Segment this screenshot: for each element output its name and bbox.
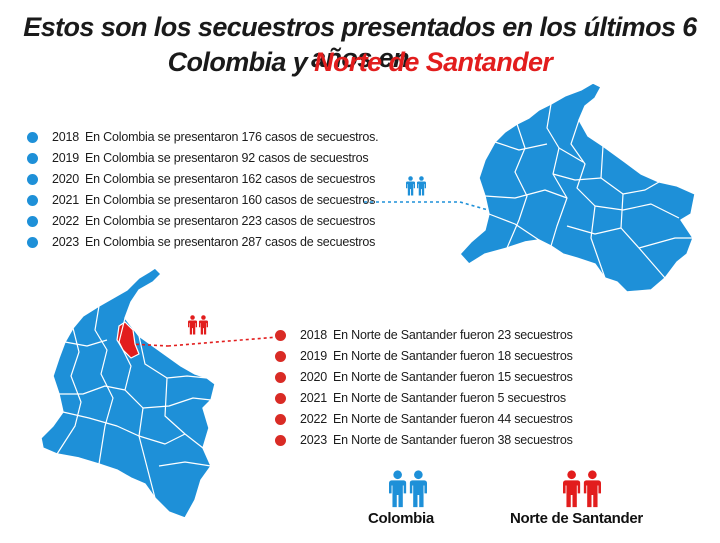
list-item: 2021 En Norte de Santander fueron 5 secue… (275, 388, 573, 409)
page-title-line1: Estos son los secuestros presentados en … (23, 12, 697, 73)
connector-line-colombia (364, 201, 489, 211)
list-item: 2023 En Norte de Santander fueron 38 secu… (275, 430, 573, 451)
bullet-dot (27, 153, 38, 164)
colombia-map-right (459, 82, 696, 293)
list-item: 2021 En Colombia se presentaron 160 casos… (27, 190, 378, 211)
list-item: 2019 En Norte de Santander fueron 18 secu… (275, 346, 573, 367)
list-item: 2020 En Norte de Santander fueron 15 secu… (275, 367, 573, 388)
list-item: 2022 En Norte de Santander fueron 44 secu… (275, 409, 573, 430)
list-item: 2018 En Colombia se presentaron 176 casos… (27, 127, 379, 148)
list-item: 2020 En Colombia se presentaron 162 casos… (27, 169, 378, 190)
list-item: 2022 En Colombia se presentaron 223 casos… (27, 211, 378, 232)
norte-kidnapping-list: 2018 En Norte de Santander fueron 23 secu… (275, 325, 573, 451)
title-colombia: Colombia y (167, 47, 315, 77)
legend-colombia-label: Colombia (368, 510, 434, 527)
bullet-dot (275, 414, 286, 425)
page-title-line2: Colombia y Norte de Santander (0, 47, 720, 78)
bullet-dot (27, 132, 38, 143)
people-icon (186, 315, 210, 335)
bullet-dot (27, 195, 38, 206)
colombia-map-left (40, 267, 216, 519)
connector-line-norte (129, 336, 279, 347)
people-icon (563, 470, 601, 508)
bullet-dot (27, 174, 38, 185)
list-item: 2018 En Norte de Santander fueron 23 secu… (275, 325, 573, 346)
list-item: 2023 En Colombia se presentaron 287 casos… (27, 232, 378, 253)
bullet-dot (275, 330, 286, 341)
bullet-dot (27, 216, 38, 227)
bullet-dot (27, 237, 38, 248)
bullet-dot (275, 351, 286, 362)
colombia-kidnapping-list: 2018 En Colombia se presentaron 176 casos… (27, 127, 379, 253)
bullet-dot (275, 393, 286, 404)
bullet-dot (275, 372, 286, 383)
legend-norte-label: Norte de Santander (510, 510, 643, 527)
title-norte-de-santander: Norte de Santander (314, 47, 553, 77)
people-icon (389, 470, 427, 508)
list-item: 2019 En Colombia se presentaron 92 casos … (27, 148, 378, 169)
bullet-dot (275, 435, 286, 446)
people-icon (404, 176, 428, 196)
